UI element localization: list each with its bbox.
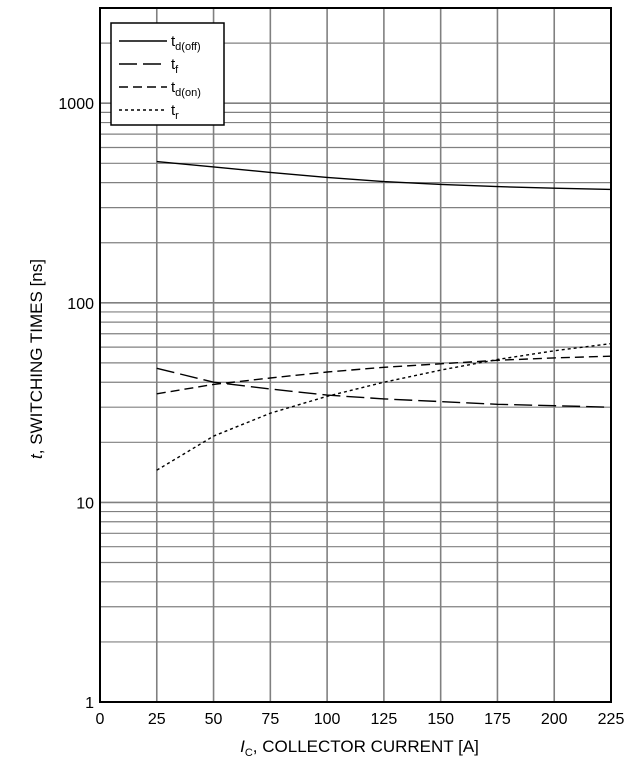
legend-label-base: t: [171, 33, 176, 50]
y-axis-label-rest: , SWITCHING TIMES [ns]: [27, 259, 46, 454]
x-tick-label: 150: [427, 711, 454, 728]
x-tick-label: 75: [261, 711, 279, 728]
x-tick-labels: 0 25 50 75 100 125 150 175 200 225: [96, 711, 625, 728]
y-axis-label: t, SWITCHING TIMES [ns]: [27, 259, 46, 459]
y-tick-label: 10: [76, 495, 94, 512]
grid-minor: [100, 7, 611, 643]
x-tick-label: 0: [96, 711, 105, 728]
series-line-3: [156, 342, 612, 471]
y-axis-label-italic: t: [27, 453, 46, 459]
plot-frame: [99, 7, 612, 703]
x-tick-label: 125: [371, 711, 398, 728]
series-line-0: [156, 160, 612, 191]
x-tick-label: 175: [484, 711, 511, 728]
series-group: [156, 160, 612, 471]
legend-label-sub: f: [175, 64, 179, 76]
x-axis-label-italic: I: [240, 737, 245, 756]
y-tick-label: 1: [85, 695, 94, 712]
x-axis-label-sub: C: [245, 747, 253, 759]
legend-label-sub: d(on): [175, 87, 201, 99]
y-tick-labels: 1 10 100 1000: [58, 96, 94, 712]
legend-label-sub: r: [175, 110, 179, 122]
x-tick-label: 225: [598, 711, 625, 728]
legend-label-sub: d(off): [175, 41, 200, 53]
legend-label-base: t: [171, 56, 176, 73]
legend-label-base: t: [171, 79, 176, 96]
legend-label-0: td(off): [171, 33, 201, 53]
y-tick-label: 100: [67, 296, 94, 313]
legend-label-3: tr: [171, 102, 179, 122]
x-tick-label: 25: [148, 711, 166, 728]
legend-label-1: tf: [171, 56, 179, 76]
x-axis-label: IC, COLLECTOR CURRENT [A]: [240, 737, 479, 759]
series-line-1: [156, 367, 612, 408]
series-line-2: [156, 355, 612, 395]
legend-label-base: t: [171, 102, 176, 119]
legend-box: [110, 22, 225, 126]
x-axis-label-rest: , COLLECTOR CURRENT [A]: [253, 737, 479, 756]
x-tick-label: 100: [314, 711, 341, 728]
y-tick-label: 1000: [58, 96, 94, 113]
x-tick-label: 200: [541, 711, 568, 728]
legend-label-2: td(on): [171, 79, 201, 99]
x-tick-label: 50: [205, 711, 223, 728]
